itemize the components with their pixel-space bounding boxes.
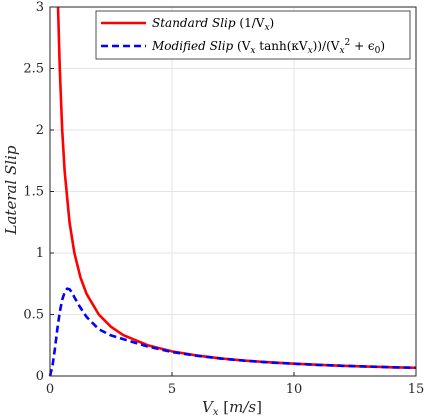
series-line-modified-slip	[48, 287, 417, 377]
legend-box	[95, 10, 411, 60]
y-tick-label: 2.5	[23, 62, 44, 77]
x-tick-label: 5	[168, 382, 176, 397]
x-tick-label: 15	[408, 382, 425, 397]
y-tick-label: 1	[36, 246, 44, 261]
legend-label-modified: Modified Slip (Vx tanh(κVx))/(Vx2 + ϵ0)	[151, 38, 385, 56]
y-axis-ticks: 0 0.5 1 1.5 2 2.5 3	[23, 0, 54, 384]
y-tick-label: 1.5	[23, 185, 44, 200]
x-axis-ticks: 0 5 10 15	[46, 372, 424, 397]
x-tick-label: 10	[286, 382, 303, 397]
x-tick-label: 0	[46, 382, 54, 397]
y-tick-label: 2	[36, 123, 44, 138]
y-tick-label: 0.5	[23, 308, 44, 323]
plot-area	[48, 6, 417, 377]
y-tick-label: 3	[36, 0, 44, 15]
legend-label-standard: Standard Slip (1/Vx)	[152, 16, 274, 33]
y-axis-label: Lateral Slip	[2, 145, 20, 235]
y-tick-label: 0	[36, 369, 44, 384]
legend: Standard Slip (1/Vx) Modified Slip (Vx t…	[95, 10, 411, 60]
series-line-standard-slip	[56, 6, 417, 370]
x-axis-label: Vx [m/s]	[202, 398, 262, 418]
